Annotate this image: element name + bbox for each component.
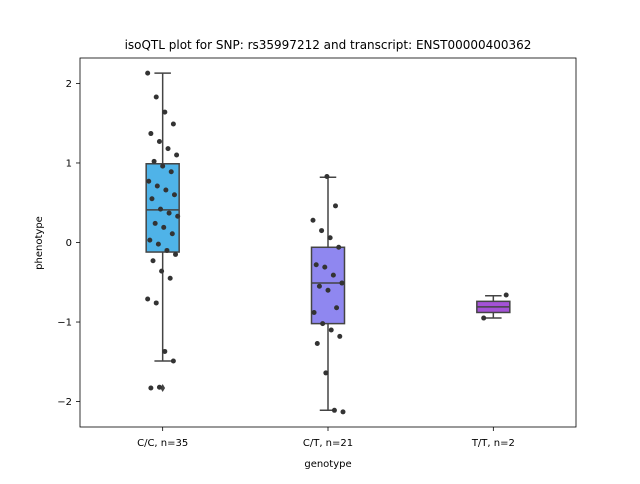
data-point (164, 247, 170, 253)
data-point (170, 358, 176, 364)
y-tick-label: −1 (57, 318, 72, 329)
strip-points (310, 173, 346, 415)
y-axis: 2 1 0 −1 −2 (57, 79, 80, 408)
plot-area (145, 70, 511, 415)
data-point (148, 385, 154, 391)
data-point (153, 300, 159, 306)
box-body (310, 246, 346, 325)
data-point (170, 121, 176, 127)
data-point (161, 224, 167, 230)
data-point (174, 152, 180, 158)
data-point (336, 244, 342, 250)
y-tick-label: −2 (57, 397, 72, 408)
data-point (328, 327, 334, 333)
data-point (156, 139, 162, 145)
data-point (310, 217, 316, 223)
data-point (147, 237, 153, 243)
data-point (145, 296, 151, 302)
data-point (158, 206, 164, 212)
data-point (340, 409, 346, 415)
strip-points (481, 292, 509, 321)
data-point (163, 187, 169, 193)
data-point (162, 348, 168, 354)
data-point (152, 220, 158, 226)
data-point (173, 251, 179, 257)
outlier-marker (160, 384, 166, 393)
data-point (153, 94, 159, 100)
data-point (333, 203, 338, 209)
x-tick-label: C/C, n=35 (137, 438, 188, 449)
data-point (160, 163, 166, 169)
y-tick-label: 0 (66, 238, 72, 249)
box-group (476, 295, 511, 319)
x-tick-label: C/T, n=21 (303, 438, 353, 449)
strip-points (145, 70, 181, 391)
chart-title: isoQTL plot for SNP: rs35997212 and tran… (125, 38, 532, 52)
x-tick-label: T/T, n=2 (471, 438, 515, 449)
data-point (324, 173, 330, 179)
data-point (162, 109, 168, 115)
data-point (314, 340, 320, 346)
box-group (310, 176, 346, 412)
data-point (145, 70, 151, 76)
data-point (171, 192, 177, 198)
data-point (313, 262, 319, 268)
data-point (169, 231, 175, 237)
data-point (322, 264, 328, 270)
data-point (503, 292, 509, 298)
data-point (331, 407, 337, 413)
x-axis-label: genotype (304, 459, 351, 470)
x-axis: C/C, n=35 C/T, n=21 T/T, n=2 (137, 427, 515, 449)
data-point (155, 241, 161, 247)
data-point (334, 305, 340, 311)
data-point (159, 268, 165, 274)
data-point (165, 146, 171, 152)
data-point (151, 158, 157, 164)
y-axis-label: phenotype (34, 216, 45, 270)
data-point (320, 321, 326, 327)
data-point (316, 283, 322, 289)
y-tick-label: 2 (66, 79, 72, 90)
data-point (149, 196, 155, 202)
y-tick-label: 1 (66, 158, 72, 169)
data-point (481, 315, 487, 321)
data-point (166, 210, 172, 216)
data-point (319, 228, 325, 234)
data-point (148, 131, 154, 137)
data-point (327, 235, 333, 241)
data-point (330, 272, 336, 278)
data-point (325, 287, 331, 293)
data-point (339, 280, 345, 286)
data-point (154, 183, 160, 189)
data-point (146, 178, 152, 184)
data-point (311, 309, 317, 315)
data-point (175, 213, 181, 219)
data-point (167, 275, 173, 281)
data-point (156, 384, 162, 390)
data-point (150, 258, 156, 264)
data-point (337, 333, 343, 339)
data-point (323, 370, 329, 376)
data-point (168, 169, 174, 175)
